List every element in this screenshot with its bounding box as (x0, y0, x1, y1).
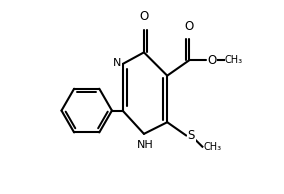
Text: CH₃: CH₃ (225, 55, 243, 65)
Text: NH: NH (137, 139, 153, 150)
Text: S: S (188, 129, 195, 142)
Text: O: O (207, 54, 216, 67)
Text: CH₃: CH₃ (203, 142, 222, 152)
Text: O: O (185, 20, 194, 33)
Text: N: N (113, 58, 121, 68)
Text: O: O (139, 10, 149, 23)
